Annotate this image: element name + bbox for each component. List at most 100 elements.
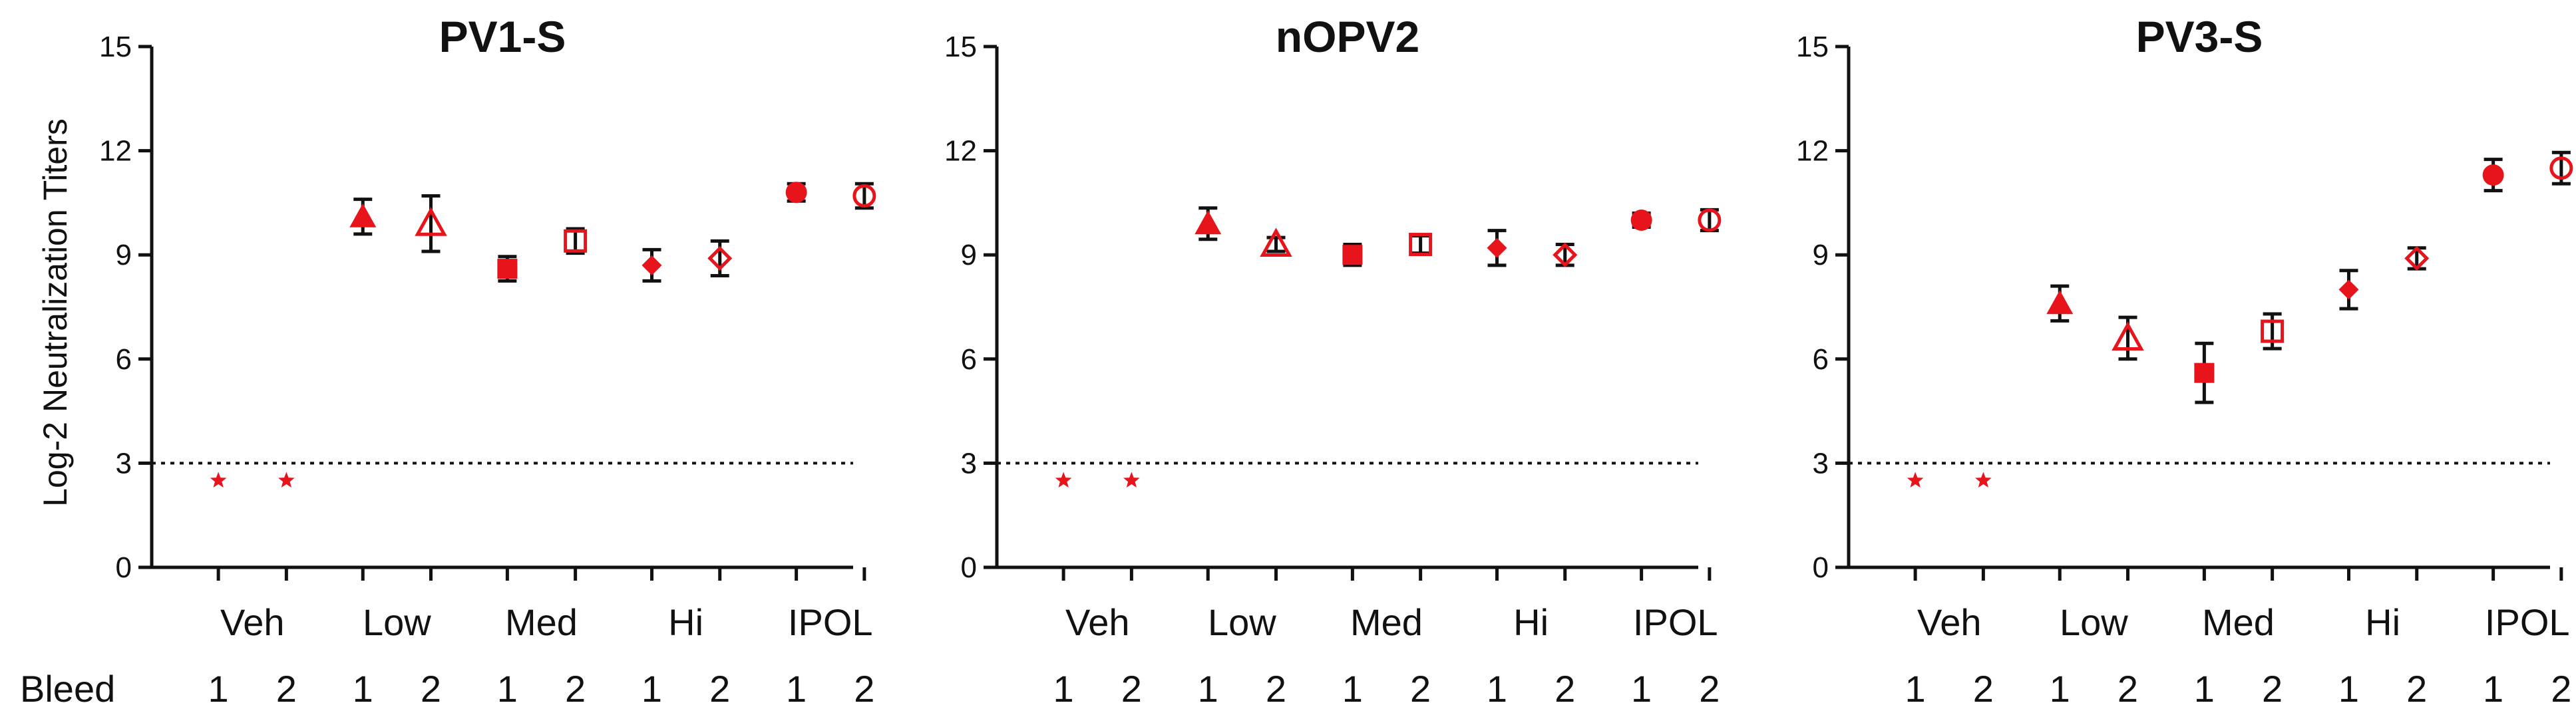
group-label-ipol: IPOL bbox=[788, 601, 873, 643]
group-label-hi: Hi bbox=[1513, 601, 1549, 643]
y-axis-label: Log-2 Neutralization Titers bbox=[37, 118, 74, 507]
data-point-med-bleed-2 bbox=[1409, 233, 1433, 257]
bleed-number: 1 bbox=[2338, 668, 2359, 710]
data-point-ipol-bleed-2 bbox=[1698, 208, 1722, 232]
y-tick-label: 15 bbox=[99, 31, 132, 63]
y-tick-label: 3 bbox=[116, 447, 132, 480]
data-point-ipol-bleed-1 bbox=[1630, 210, 1652, 231]
data-point-low-bleed-2 bbox=[415, 207, 447, 236]
y-tick-label: 0 bbox=[961, 551, 977, 584]
bleed-number: 1 bbox=[1905, 668, 1926, 710]
data-point-veh-bleed-2 bbox=[1975, 472, 1992, 488]
data-point-ipol-bleed-1 bbox=[2482, 164, 2504, 186]
y-tick-label: 6 bbox=[116, 343, 132, 376]
bleed-number: 1 bbox=[2194, 668, 2215, 710]
group-label-low: Low bbox=[2060, 601, 2128, 643]
data-point-med-bleed-1 bbox=[2194, 362, 2215, 383]
bleed-number: 2 bbox=[2117, 668, 2138, 710]
group-label-veh: Veh bbox=[220, 601, 285, 643]
group-label-med: Med bbox=[2202, 601, 2275, 643]
data-point-hi-bleed-2 bbox=[1553, 242, 1578, 267]
group-label-veh: Veh bbox=[1917, 601, 1982, 643]
data-point-low-bleed-1 bbox=[1195, 210, 1222, 235]
data-point-veh-bleed-1 bbox=[210, 472, 227, 488]
bleed-number: 2 bbox=[1121, 668, 1142, 710]
bleed-number: 2 bbox=[421, 668, 441, 710]
data-point-med-bleed-2 bbox=[2261, 319, 2285, 343]
group-label-low: Low bbox=[363, 601, 431, 643]
data-point-low-bleed-2 bbox=[1260, 227, 1292, 257]
data-point-veh-bleed-2 bbox=[1123, 472, 1140, 488]
bleed-number: 2 bbox=[1410, 668, 1431, 710]
bleed-number: 2 bbox=[2262, 668, 2283, 710]
y-tick-label: 15 bbox=[1796, 31, 1829, 63]
y-tick-label: 9 bbox=[1813, 239, 1829, 271]
bleed-number: 2 bbox=[276, 668, 297, 710]
data-point-veh-bleed-1 bbox=[1055, 472, 1072, 488]
y-tick-label: 15 bbox=[944, 31, 977, 63]
bleed-number: 1 bbox=[1053, 668, 1074, 710]
bleed-number: 2 bbox=[709, 668, 730, 710]
bleed-number: 1 bbox=[642, 668, 662, 710]
y-tick-label: 6 bbox=[961, 343, 977, 376]
data-point-hi-bleed-2 bbox=[2404, 245, 2430, 271]
bleed-number: 1 bbox=[1487, 668, 1507, 710]
bleed-number: 2 bbox=[1973, 668, 1994, 710]
group-label-ipol: IPOL bbox=[2485, 601, 2570, 643]
data-point-low-bleed-2 bbox=[2112, 321, 2144, 351]
y-tick-label: 0 bbox=[116, 551, 132, 584]
data-point-veh-bleed-1 bbox=[1907, 472, 1924, 488]
chart-title: nOPV2 bbox=[1276, 12, 1419, 61]
data-point-ipol-bleed-1 bbox=[785, 182, 807, 204]
bleed-number: 1 bbox=[2050, 668, 2070, 710]
bleed-number: 1 bbox=[786, 668, 807, 710]
chart-title: PV1-S bbox=[439, 12, 566, 61]
bleed-number: 1 bbox=[497, 668, 518, 710]
y-tick-label: 12 bbox=[944, 135, 977, 168]
group-label-veh: Veh bbox=[1065, 601, 1130, 643]
bleed-number: 1 bbox=[1342, 668, 1363, 710]
bleed-row-label: Bleed bbox=[20, 668, 115, 710]
bleed-number: 2 bbox=[565, 668, 586, 710]
group-label-hi: Hi bbox=[668, 601, 703, 643]
bleed-number: 1 bbox=[208, 668, 229, 710]
bleed-number: 2 bbox=[2406, 668, 2427, 710]
y-tick-label: 3 bbox=[961, 447, 977, 480]
data-point-ipol-bleed-2 bbox=[2549, 156, 2573, 180]
group-label-ipol: IPOL bbox=[1633, 601, 1718, 643]
bleed-number: 1 bbox=[2483, 668, 2503, 710]
y-tick-label: 0 bbox=[1813, 551, 1829, 584]
data-point-hi-bleed-1 bbox=[1487, 237, 1507, 258]
data-point-hi-bleed-1 bbox=[2338, 279, 2359, 300]
data-point-med-bleed-2 bbox=[564, 229, 588, 253]
y-tick-label: 12 bbox=[1796, 135, 1829, 168]
data-point-med-bleed-1 bbox=[1342, 245, 1363, 265]
y-tick-label: 9 bbox=[961, 239, 977, 271]
data-point-med-bleed-1 bbox=[497, 259, 518, 279]
bleed-number: 2 bbox=[1555, 668, 1575, 710]
group-label-low: Low bbox=[1208, 601, 1276, 643]
y-tick-label: 6 bbox=[1813, 343, 1829, 376]
bleed-number: 2 bbox=[1699, 668, 1720, 710]
bleed-number: 1 bbox=[353, 668, 373, 710]
data-point-hi-bleed-2 bbox=[707, 245, 733, 271]
y-tick-label: 12 bbox=[99, 135, 132, 168]
data-point-veh-bleed-2 bbox=[278, 472, 295, 488]
data-point-low-bleed-1 bbox=[349, 203, 377, 227]
bleed-number: 1 bbox=[1198, 668, 1218, 710]
bleed-number: 2 bbox=[2551, 668, 2571, 710]
bleed-number: 2 bbox=[1266, 668, 1286, 710]
group-label-hi: Hi bbox=[2365, 601, 2400, 643]
y-tick-label: 9 bbox=[116, 239, 132, 271]
group-label-med: Med bbox=[1350, 601, 1423, 643]
data-point-low-bleed-1 bbox=[2046, 290, 2074, 315]
data-point-ipol-bleed-2 bbox=[852, 184, 876, 208]
bleed-number: 2 bbox=[854, 668, 874, 710]
data-point-hi-bleed-1 bbox=[642, 255, 662, 275]
bleed-number: 1 bbox=[1631, 668, 1652, 710]
